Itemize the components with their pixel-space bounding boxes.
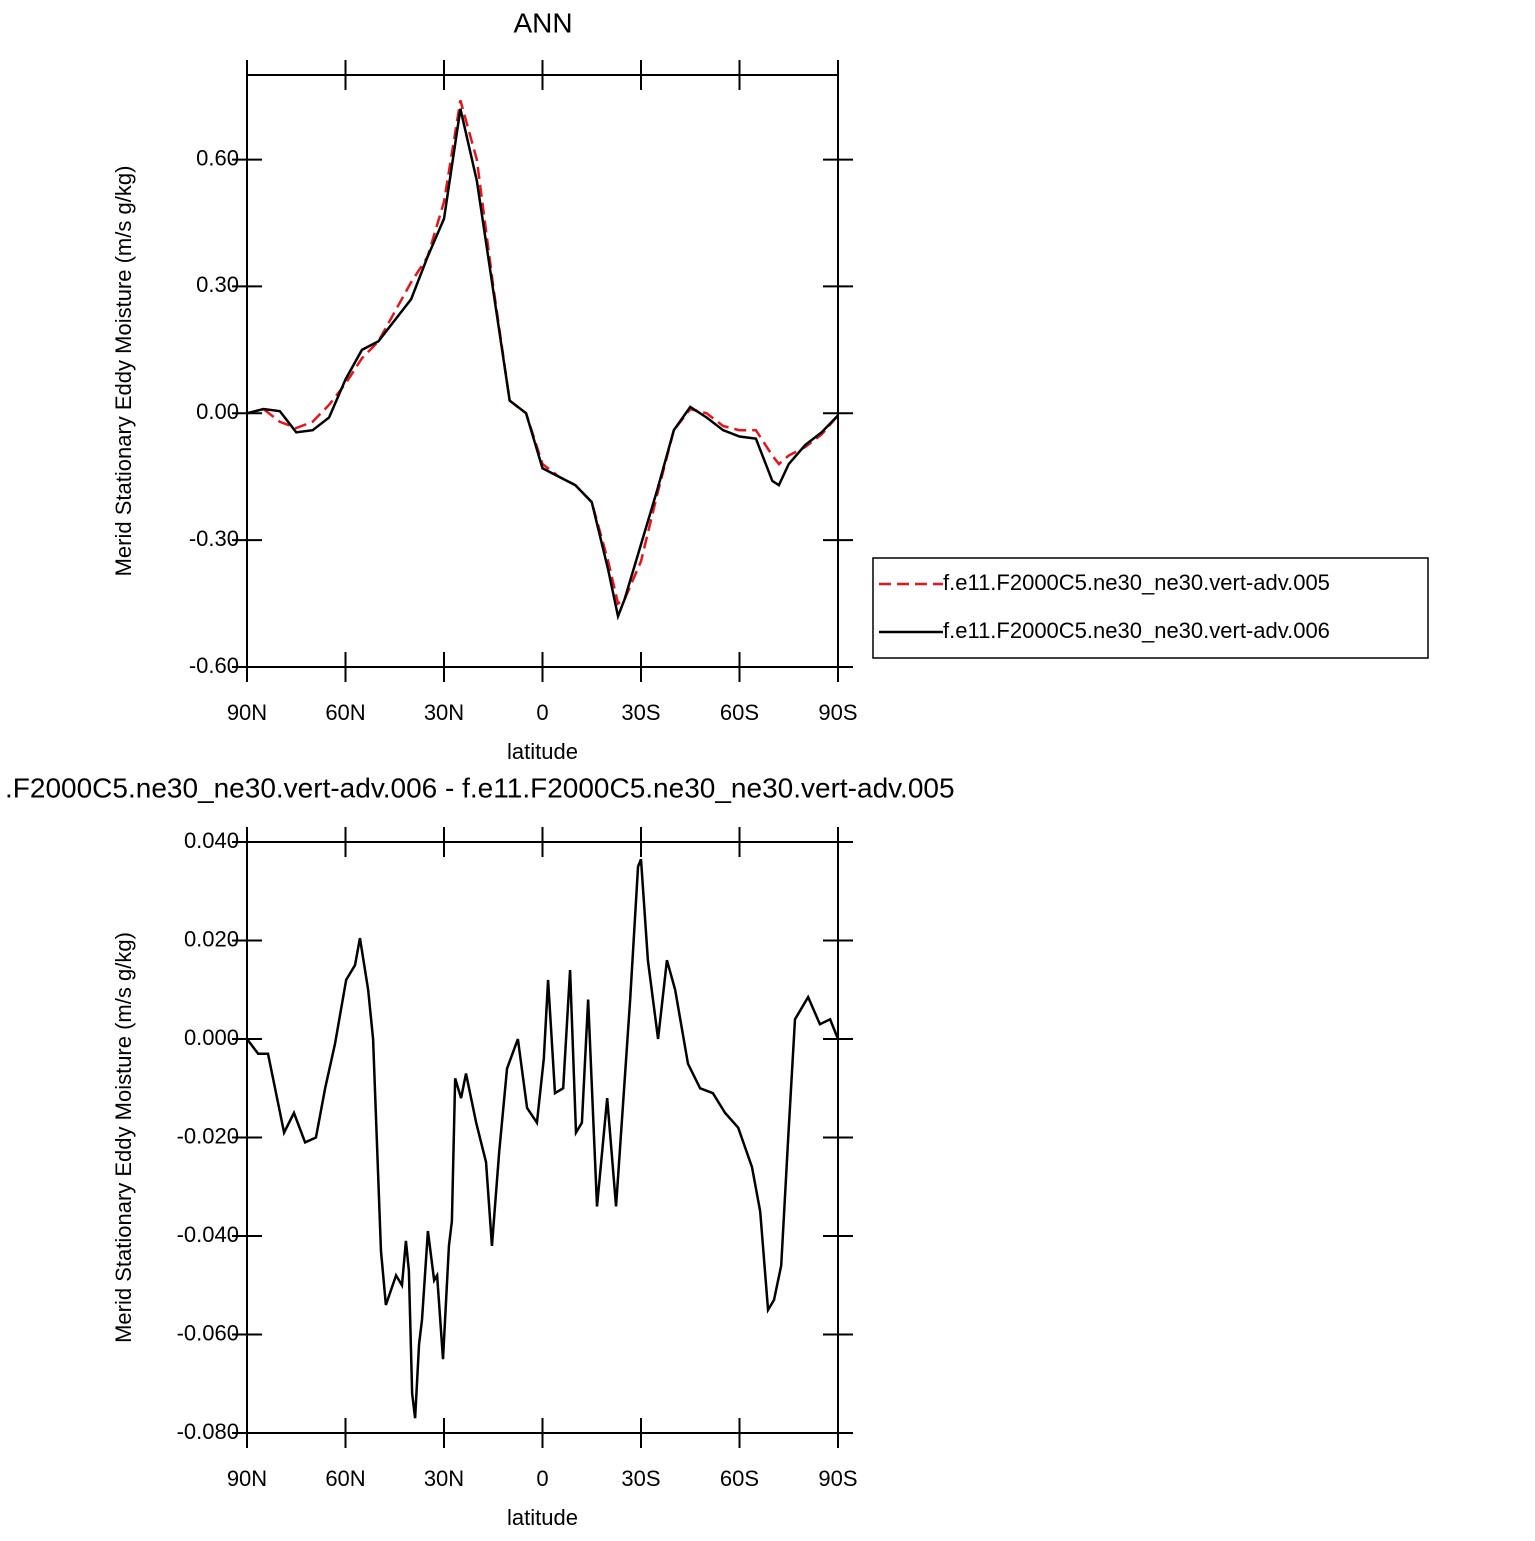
x-tick-label: 30S [621,1466,660,1491]
y-tick-label: -0.020 [177,1123,239,1148]
y-tick-label: -0.60 [189,653,239,678]
y-tick-label: 0.30 [196,272,239,297]
x-tick-label: 60S [720,700,759,725]
x-tick-label: 30N [424,1466,464,1491]
plot-frame [246,841,839,1434]
y-tick-label: 0.00 [196,399,239,424]
x-tick-label: 90N [227,700,267,725]
y-axis-label: Merid Stationary Eddy Moisture (m/s g/kg… [111,932,136,1343]
x-tick-label: 60N [325,700,365,725]
data-line [246,100,839,606]
data-line [246,108,839,621]
legend-label: f.e11.F2000C5.ne30_ne30.vert-adv.005 [943,570,1330,595]
x-tick-label: 0 [536,700,548,725]
x-tick-label: 30S [621,700,660,725]
x-axis-label: latitude [507,739,578,764]
x-tick-label: 90N [227,1466,267,1491]
y-tick-label: 0.000 [184,1025,239,1050]
x-tick-label: 60S [720,1466,759,1491]
x-tick-label: 30N [424,700,464,725]
y-tick-label: -0.30 [189,526,239,551]
y-tick-label: -0.040 [177,1222,239,1247]
legend-box [872,557,1429,659]
y-tick-label: 0.020 [184,926,239,951]
x-tick-label: 90S [818,1466,857,1491]
y-tick-label: 0.040 [184,828,239,853]
y-tick-label: -0.080 [177,1419,239,1444]
data-line [246,858,840,1419]
x-tick-label: 90S [818,700,857,725]
chart-title: ANN [513,7,572,38]
y-tick-label: 0.60 [196,145,239,170]
x-tick-label: 60N [325,1466,365,1491]
x-tick-label: 0 [536,1466,548,1491]
x-axis-label: latitude [507,1505,578,1530]
plot-frame [246,74,839,668]
chart-title: .F2000C5.ne30_ne30.vert-adv.006 - f.e11.… [5,772,955,803]
y-tick-label: -0.060 [177,1320,239,1345]
legend-label: f.e11.F2000C5.ne30_ne30.vert-adv.006 [943,618,1330,643]
y-axis-label: Merid Stationary Eddy Moisture (m/s g/kg… [111,166,136,577]
